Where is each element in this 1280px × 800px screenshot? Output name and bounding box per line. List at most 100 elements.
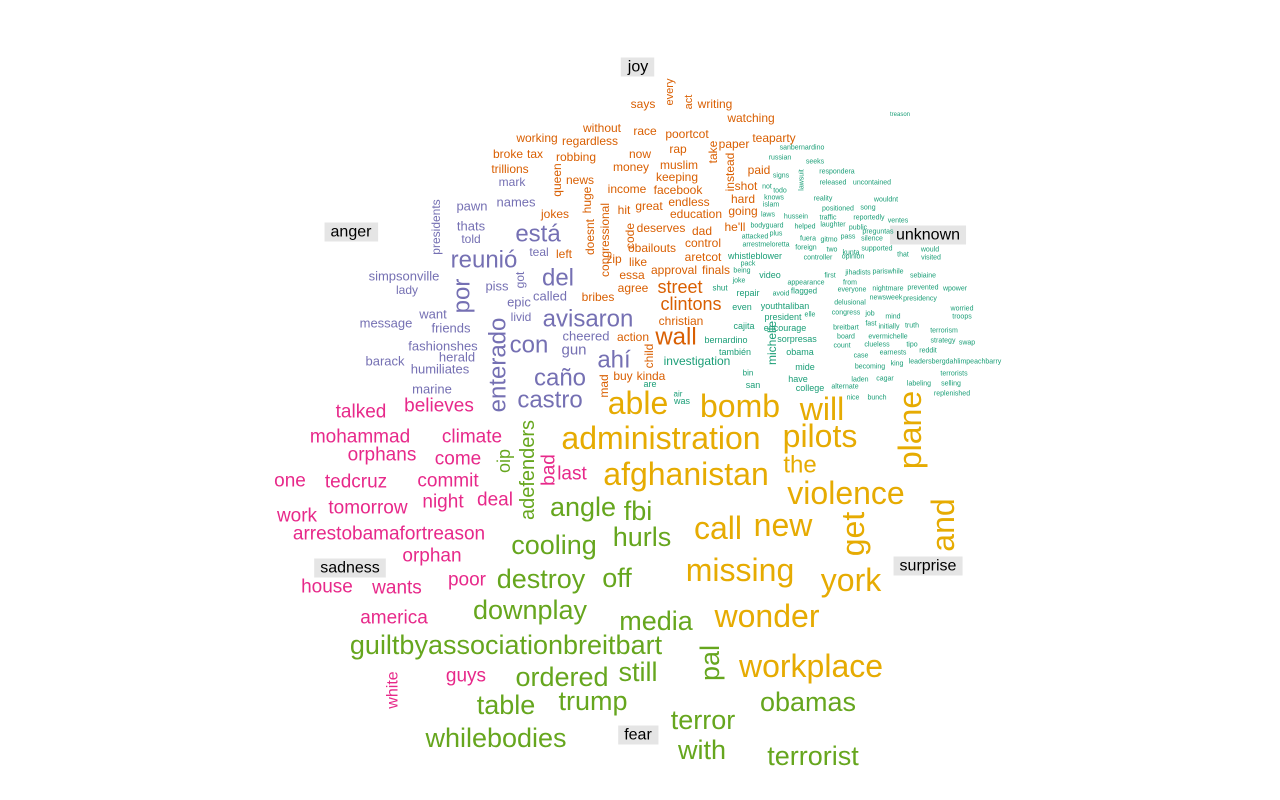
word-unknown: elle <box>805 312 816 319</box>
word-surprise: pilots <box>783 418 858 454</box>
word-unknown: bunch <box>867 395 886 402</box>
word-unknown: appearance <box>788 280 825 287</box>
word-unknown: leadersbergdahlimpeachbarry <box>909 359 1002 366</box>
word-unknown: sorpresas <box>777 334 817 344</box>
word-joy: paid <box>748 163 771 177</box>
word-unknown: traffic <box>820 215 837 222</box>
word-surprise: new <box>754 507 814 543</box>
word-anger: humiliates <box>411 362 470 377</box>
word-unknown: that <box>897 252 909 259</box>
word-surprise: bomb <box>700 388 780 424</box>
word-anger: cheered <box>563 329 610 344</box>
word-unknown: released <box>820 180 847 187</box>
word-joy: rap <box>669 142 687 156</box>
word-joy: robbing <box>556 150 596 164</box>
word-unknown: truth <box>905 323 919 330</box>
word-unknown: signs <box>773 173 790 180</box>
category-label-box-surprise <box>893 556 963 576</box>
word-sadness: night <box>422 492 464 513</box>
word-joy: code <box>623 223 637 249</box>
word-unknown: congress <box>832 310 861 317</box>
word-joy: income <box>608 182 647 196</box>
word-anger: want <box>418 307 447 322</box>
word-unknown: first <box>824 273 835 280</box>
word-fear: guiltbyassociationbreitbart <box>350 630 663 660</box>
word-unknown: song <box>860 205 875 212</box>
word-joy: watching <box>726 111 774 125</box>
word-surprise: and <box>925 498 961 551</box>
word-unknown: wouldnt <box>873 197 898 204</box>
word-unknown: job <box>864 311 874 318</box>
word-joy: kinda <box>637 369 666 383</box>
word-fear: hurls <box>613 522 672 552</box>
word-unknown: flagged <box>791 287 817 296</box>
word-unknown: evermichelle <box>868 334 907 341</box>
word-unknown: initially <box>878 324 900 331</box>
word-unknown: mide <box>795 362 815 372</box>
word-sadness: poor <box>448 570 487 591</box>
word-unknown: preguntas <box>862 229 894 236</box>
word-joy: endless <box>668 195 709 209</box>
word-joy: going <box>728 204 757 218</box>
word-unknown: earnests <box>880 350 907 357</box>
word-joy: working <box>515 131 557 145</box>
word-fear: whilebodies <box>424 723 566 753</box>
word-joy: tax <box>527 147 543 161</box>
word-unknown: uncontained <box>853 180 891 187</box>
word-joy: trillions <box>491 162 528 176</box>
word-unknown: selling <box>941 381 961 388</box>
word-anger: gun <box>561 342 586 359</box>
word-unknown: joke <box>732 278 746 285</box>
word-joy: finals <box>702 263 730 277</box>
word-unknown: opinion <box>842 254 865 261</box>
word-unknown: nightmare <box>872 286 903 293</box>
word-unknown: delusional <box>834 300 866 307</box>
word-joy: writing <box>697 97 733 111</box>
word-joy: broke <box>493 147 523 161</box>
word-fear: destroy <box>497 564 586 594</box>
word-fear: trump <box>558 686 627 716</box>
word-anger: está <box>515 221 561 248</box>
word-unknown: even <box>732 302 752 312</box>
word-sadness: mohammad <box>310 427 410 448</box>
word-unknown: fast <box>865 321 876 328</box>
word-unknown: terrorists <box>940 371 968 378</box>
word-surprise: will <box>799 391 844 427</box>
word-joy: money <box>613 160 649 174</box>
word-unknown: president <box>764 312 802 322</box>
word-fear: ordered <box>515 662 608 692</box>
word-joy: shot <box>735 179 758 193</box>
word-unknown: case <box>854 353 869 360</box>
word-unknown: positioned <box>822 206 854 213</box>
word-fear: angle <box>550 492 616 522</box>
word-anger: por <box>449 279 476 314</box>
word-sadness: come <box>435 449 481 470</box>
word-joy: approval <box>651 263 697 277</box>
word-unknown: ventes <box>888 218 909 225</box>
word-fear: pal <box>695 645 725 681</box>
word-unknown: prevented <box>907 285 938 292</box>
category-label-unknown: unknown <box>896 227 960 244</box>
word-unknown: being <box>733 268 750 275</box>
word-sadness: america <box>360 608 428 629</box>
word-surprise: the <box>783 452 816 479</box>
word-anger: presidents <box>429 199 443 254</box>
word-unknown: obama <box>786 347 814 357</box>
word-joy: now <box>629 147 651 161</box>
word-anger: herald <box>439 350 475 365</box>
word-unknown: laughter <box>820 222 846 229</box>
word-anger: barack <box>365 354 405 369</box>
word-unknown: treason <box>890 112 910 118</box>
word-joy: christian <box>659 314 704 328</box>
word-joy: regardless <box>562 134 618 148</box>
category-label-joy: joy <box>627 59 648 76</box>
word-anger: enterado <box>485 318 512 413</box>
word-unknown: are <box>643 379 656 389</box>
word-joy: wall <box>654 324 696 351</box>
word-joy: jokes <box>540 207 569 221</box>
word-unknown: kunta <box>842 250 859 257</box>
word-surprise: workplace <box>738 648 883 684</box>
word-fear: terror <box>671 705 736 735</box>
word-surprise: afghanistan <box>603 456 768 492</box>
